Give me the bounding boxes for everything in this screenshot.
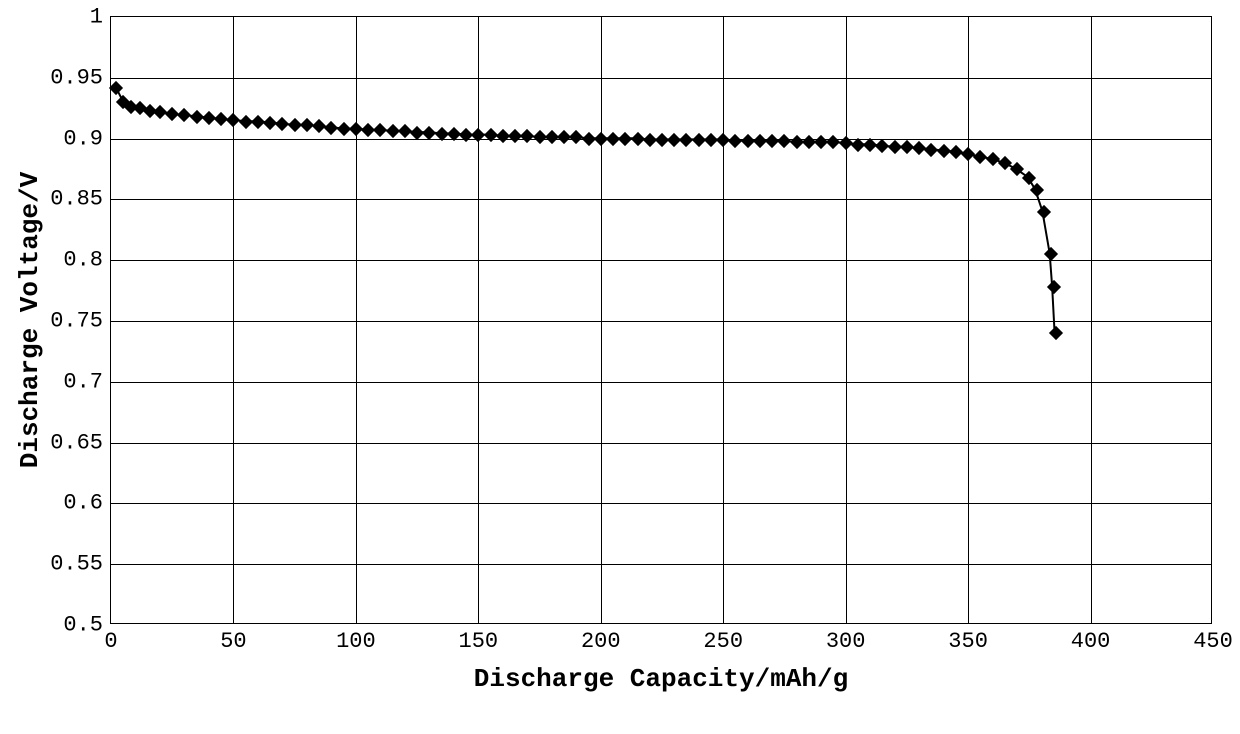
y-tick-label: 0.85 xyxy=(50,187,103,212)
x-tick-label: 50 xyxy=(220,629,246,654)
gridline-v xyxy=(601,17,602,623)
gridline-v xyxy=(723,17,724,623)
y-tick-label: 1 xyxy=(90,5,103,30)
x-tick-label: 150 xyxy=(459,629,499,654)
y-axis-label: Discharge Voltage/V xyxy=(15,172,45,468)
gridline-v xyxy=(846,17,847,623)
x-axis-label: Discharge Capacity/mAh/g xyxy=(474,664,848,694)
x-tick-label: 300 xyxy=(826,629,866,654)
y-tick-label: 0.75 xyxy=(50,309,103,334)
gridline-h xyxy=(111,321,1211,322)
line-layer xyxy=(111,17,1211,623)
gridline-h xyxy=(111,564,1211,565)
y-tick-label: 0.95 xyxy=(50,65,103,90)
gridline-v xyxy=(1091,17,1092,623)
y-tick-label: 0.7 xyxy=(63,369,103,394)
x-tick-label: 250 xyxy=(703,629,743,654)
x-tick-label: 100 xyxy=(336,629,376,654)
gridline-h xyxy=(111,260,1211,261)
gridline-v xyxy=(478,17,479,623)
y-tick-label: 0.9 xyxy=(63,126,103,151)
y-tick-label: 0.55 xyxy=(50,552,103,577)
gridline-h xyxy=(111,382,1211,383)
gridline-h xyxy=(111,78,1211,79)
x-tick-label: 450 xyxy=(1193,629,1233,654)
plot-area: 0.50.550.60.650.70.750.80.850.90.9510501… xyxy=(110,16,1212,624)
y-tick-label: 0.65 xyxy=(50,430,103,455)
gridline-v xyxy=(968,17,969,623)
y-tick-label: 0.8 xyxy=(63,248,103,273)
x-tick-label: 200 xyxy=(581,629,621,654)
gridline-h xyxy=(111,503,1211,504)
discharge-chart: 0.5 0.55 0.6 0.65 0.7 0.75 0.8 0.85 0.9 0.95 1 0 50 1… xyxy=(0,0,1240,734)
x-tick-label: 400 xyxy=(1071,629,1111,654)
y-tick-label: 0.5 xyxy=(63,613,103,638)
gridline-h xyxy=(111,199,1211,200)
y-tick-label: 0.6 xyxy=(63,491,103,516)
x-tick-label: 0 xyxy=(104,629,117,654)
x-tick-label: 350 xyxy=(948,629,988,654)
gridline-v xyxy=(233,17,234,623)
gridline-h xyxy=(111,443,1211,444)
gridline-v xyxy=(356,17,357,623)
